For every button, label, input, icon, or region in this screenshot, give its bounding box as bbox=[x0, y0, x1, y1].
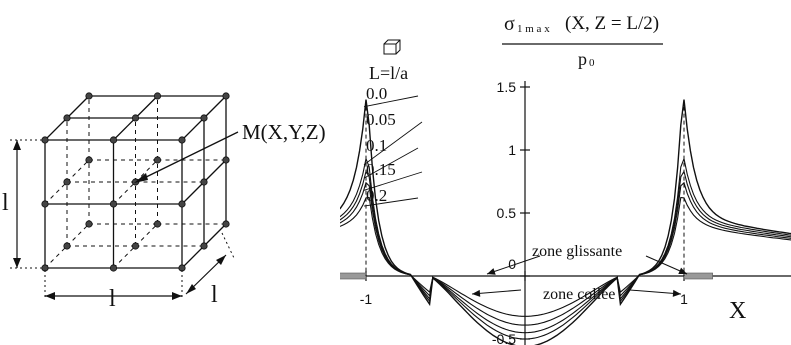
annotation-arrows bbox=[471, 255, 688, 297]
annotation-zone-collee: zone collée bbox=[543, 286, 616, 303]
cube-edge bbox=[44, 117, 68, 141]
chart-series bbox=[340, 99, 791, 345]
annotation-arrow-line bbox=[486, 255, 541, 275]
title-denominator-sub: 0 bbox=[589, 57, 595, 69]
cube-edge bbox=[113, 181, 136, 205]
x-tick-label: -1 bbox=[360, 291, 373, 307]
series-line-L0_15 bbox=[340, 181, 791, 326]
cube-edge bbox=[135, 95, 158, 119]
cube-node bbox=[178, 200, 186, 208]
legend-leader-line bbox=[363, 121, 423, 166]
cube-nodes bbox=[41, 92, 230, 272]
cube-edge bbox=[203, 223, 227, 247]
x-axis-label: X bbox=[729, 298, 747, 324]
sliding-zone-band bbox=[683, 272, 713, 280]
cube-node bbox=[109, 136, 118, 144]
legend-label-L0_05: 0.05 bbox=[366, 110, 396, 129]
cube-edge bbox=[181, 117, 205, 141]
y-tick-label: 0 bbox=[508, 256, 516, 272]
cube-node bbox=[63, 242, 71, 250]
y-tick-label: 1.5 bbox=[497, 79, 517, 95]
legend-leader-line bbox=[363, 95, 419, 108]
legend-leader-line bbox=[363, 197, 419, 207]
cube-node bbox=[153, 220, 162, 228]
cube-node bbox=[109, 264, 118, 272]
cube-node bbox=[153, 156, 162, 164]
legend-cube-icon bbox=[383, 39, 401, 55]
cube-edge bbox=[44, 181, 68, 205]
cube-edge bbox=[113, 117, 136, 141]
cube-node bbox=[85, 92, 93, 100]
legend-leader-lines bbox=[363, 95, 423, 207]
cube-node bbox=[200, 114, 208, 122]
dimension-lines bbox=[10, 139, 235, 300]
cube-node bbox=[41, 200, 49, 208]
cube-edge bbox=[203, 95, 227, 119]
cube-node bbox=[63, 114, 71, 122]
chart: -2-1121.510.50-0.5 bbox=[340, 39, 791, 345]
tick-labels: -2-1121.510.50-0.5 bbox=[360, 79, 688, 345]
y-tick-label: 1 bbox=[508, 142, 516, 158]
title-denominator-main: p bbox=[578, 49, 587, 69]
cube-edge bbox=[135, 223, 158, 247]
annotation-arrow-line bbox=[471, 289, 522, 295]
annotation-arrow-line bbox=[629, 289, 682, 295]
legend-label-L0_1: 0.1 bbox=[366, 136, 388, 155]
y-tick-label: 0.5 bbox=[497, 205, 517, 221]
series-line-L0_05 bbox=[340, 156, 791, 340]
cube-node bbox=[200, 242, 208, 250]
cube-edge bbox=[203, 159, 227, 183]
cube-edge bbox=[44, 245, 68, 269]
dimension-label-depth: l bbox=[211, 282, 218, 308]
cube-edge bbox=[135, 159, 158, 183]
cube-node bbox=[178, 136, 186, 144]
series-line-L0_1 bbox=[340, 169, 791, 334]
cube-diagram bbox=[10, 92, 239, 300]
dimension-label-vertical: l bbox=[2, 190, 9, 216]
peak-guide-lines bbox=[365, 99, 685, 276]
cube-node bbox=[222, 220, 230, 228]
title-numerator-sub: 1 m a x bbox=[517, 23, 550, 35]
cube-node bbox=[85, 156, 93, 164]
series-line-L0_2 bbox=[340, 196, 791, 317]
cube-node bbox=[222, 156, 230, 164]
cube-edge bbox=[113, 245, 136, 269]
cube-edge bbox=[66, 159, 90, 183]
legend-label-L0_15: 0.15 bbox=[366, 160, 396, 179]
legend-leader-line bbox=[363, 171, 423, 191]
legend-label-L0_2: 0.2 bbox=[366, 186, 388, 205]
title-numerator-main: σ bbox=[504, 13, 515, 35]
y-tick-label: -0.5 bbox=[492, 331, 516, 345]
annotation-arrow-head bbox=[472, 289, 481, 297]
dimension-label-bottom: l bbox=[109, 286, 116, 312]
chart-axes bbox=[340, 81, 791, 345]
cube-edge bbox=[66, 95, 90, 119]
cube-edge bbox=[181, 245, 205, 269]
legend-leader-line bbox=[363, 147, 419, 179]
cube-grid-lines bbox=[44, 95, 227, 269]
cube-node bbox=[109, 200, 118, 208]
cube-edge bbox=[66, 223, 90, 247]
legend-header: L=l/a bbox=[369, 63, 409, 83]
cube-node bbox=[131, 242, 140, 250]
annotation-arrow-head bbox=[678, 267, 687, 274]
series-line-L0_0 bbox=[340, 99, 791, 345]
cube-node bbox=[222, 92, 230, 100]
cube-node bbox=[85, 220, 93, 228]
cube-edge bbox=[181, 181, 205, 205]
x-tick-label: 1 bbox=[680, 291, 688, 307]
annotation-zone-glissante: zone glissante bbox=[532, 243, 623, 260]
title-numerator-args: (X, Z = L/2) bbox=[565, 13, 660, 34]
cube-node bbox=[200, 178, 208, 186]
cube-node bbox=[153, 92, 162, 100]
cube-node bbox=[131, 114, 140, 122]
annotation-arrow-head bbox=[672, 289, 681, 297]
point-label: M(X,Y,Z) bbox=[242, 120, 326, 144]
annotation-arrow-head bbox=[487, 268, 496, 275]
point-leader-arrow bbox=[134, 131, 239, 183]
sliding-zone-band bbox=[340, 272, 367, 280]
cube-node bbox=[63, 178, 71, 186]
legend-label-L0_0: 0.0 bbox=[366, 84, 388, 103]
